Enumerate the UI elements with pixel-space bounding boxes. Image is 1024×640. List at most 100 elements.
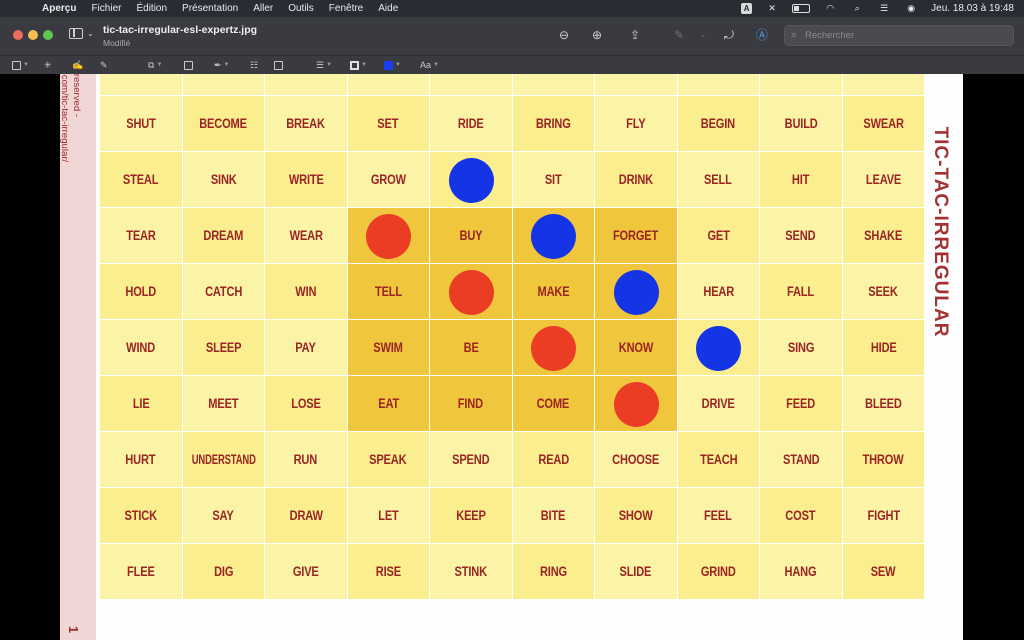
board-cell[interactable]: SHOW bbox=[595, 488, 678, 544]
board-cell[interactable]: PAY bbox=[265, 320, 348, 376]
share-icon[interactable]: ⇪ bbox=[629, 28, 641, 42]
board-cell[interactable]: DRAW bbox=[265, 488, 348, 544]
menu-fenetre[interactable]: Fenêtre bbox=[328, 3, 364, 14]
board-cell[interactable]: STEAL bbox=[100, 152, 183, 208]
board-cell[interactable]: SPEAK bbox=[347, 432, 430, 488]
board-cell[interactable]: LOSE bbox=[265, 376, 348, 432]
board-cell[interactable]: HIT bbox=[760, 152, 843, 208]
wifi-icon[interactable]: ◠ bbox=[826, 3, 835, 13]
board-cell[interactable]: BE bbox=[430, 320, 513, 376]
board-cell[interactable]: BLEED bbox=[842, 376, 925, 432]
board-cell[interactable]: DRIVE bbox=[677, 376, 760, 432]
board-cell[interactable]: SEW bbox=[842, 544, 925, 600]
board-cell[interactable]: BUILD bbox=[760, 96, 843, 152]
board-cell[interactable]: KEEP bbox=[430, 488, 513, 544]
fill-color-tool[interactable]: ▼ bbox=[384, 59, 401, 71]
board-cell[interactable]: RISE bbox=[347, 544, 430, 600]
board-cell[interactable]: RUN bbox=[265, 432, 348, 488]
board-cell[interactable]: RING bbox=[512, 544, 595, 600]
board-cell[interactable]: TEAR bbox=[100, 208, 183, 264]
board-cell[interactable]: GET bbox=[677, 208, 760, 264]
board-cell[interactable]: LIE bbox=[100, 376, 183, 432]
battery-icon[interactable] bbox=[792, 4, 811, 13]
board-cell[interactable]: LEAVE bbox=[842, 152, 925, 208]
board-cell[interactable]: SWEAR bbox=[842, 96, 925, 152]
board-cell[interactable]: WEAR bbox=[265, 208, 348, 264]
sidebar-toggle-icon[interactable] bbox=[69, 28, 83, 39]
text-tool[interactable] bbox=[184, 59, 193, 71]
adjust-size-tool[interactable] bbox=[274, 59, 283, 71]
zoom-out-icon[interactable]: ⊖ bbox=[558, 28, 570, 42]
menubar-clock[interactable]: Jeu. 18.03 à 19:48 bbox=[931, 3, 1014, 14]
board-cell[interactable]: SLEEP bbox=[182, 320, 265, 376]
board-cell[interactable]: MEET bbox=[182, 376, 265, 432]
blue-token[interactable] bbox=[613, 269, 659, 315]
draw-tool[interactable]: ✎ bbox=[100, 59, 108, 71]
blue-token[interactable] bbox=[531, 213, 577, 259]
menu-presentation[interactable]: Présentation bbox=[182, 3, 239, 14]
highlight-pen-icon[interactable]: ✎ bbox=[673, 28, 685, 42]
board-cell[interactable]: WRITE bbox=[265, 152, 348, 208]
board-cell[interactable]: HURT bbox=[100, 432, 183, 488]
board-cell[interactable]: BRING bbox=[512, 96, 595, 152]
board-cell[interactable]: STINK bbox=[430, 544, 513, 600]
board-cell[interactable]: HEAR bbox=[677, 264, 760, 320]
sketch-tool[interactable]: ✍ bbox=[72, 59, 83, 71]
board-cell[interactable]: BUY bbox=[430, 208, 513, 264]
board-cell[interactable]: EAT bbox=[347, 376, 430, 432]
board-cell[interactable]: BEGIN bbox=[677, 96, 760, 152]
board-cell[interactable]: SAY bbox=[182, 488, 265, 544]
red-token[interactable] bbox=[531, 325, 577, 371]
board-cell[interactable]: SHAKE bbox=[842, 208, 925, 264]
board-cell[interactable]: SIT bbox=[512, 152, 595, 208]
rotate-icon[interactable]: ⤾ bbox=[724, 28, 734, 42]
chevron-down-icon[interactable]: ⌄ bbox=[87, 29, 94, 38]
board-cell[interactable]: THROW bbox=[842, 432, 925, 488]
minimize-window-button[interactable] bbox=[28, 30, 38, 40]
bluetooth-icon[interactable]: ✕ bbox=[768, 3, 776, 13]
red-token[interactable] bbox=[448, 269, 494, 315]
zoom-in-icon[interactable]: ⊕ bbox=[591, 28, 603, 42]
board-cell[interactable]: DIG bbox=[182, 544, 265, 600]
board-cell[interactable]: FIND bbox=[430, 376, 513, 432]
sign-tool[interactable]: ✒ ▼ bbox=[214, 59, 230, 71]
board-cell[interactable]: HANG bbox=[760, 544, 843, 600]
menu-outils[interactable]: Outils bbox=[288, 3, 314, 14]
adjust-color-tool[interactable]: ☷ bbox=[250, 59, 258, 71]
board-cell[interactable]: SWIM bbox=[347, 320, 430, 376]
board-cell[interactable]: SLIDE bbox=[595, 544, 678, 600]
board-cell[interactable]: RIDE bbox=[430, 96, 513, 152]
board-cell[interactable]: FORGET bbox=[595, 208, 678, 264]
text-style-tool[interactable]: Aa ▼ bbox=[420, 59, 439, 71]
board-cell[interactable]: DRINK bbox=[595, 152, 678, 208]
board-cell[interactable]: SEND bbox=[760, 208, 843, 264]
close-window-button[interactable] bbox=[13, 30, 23, 40]
board-cell[interactable]: READ bbox=[512, 432, 595, 488]
board-cell[interactable]: FLY bbox=[595, 96, 678, 152]
board-cell[interactable]: FIGHT bbox=[842, 488, 925, 544]
board-cell[interactable]: BECOME bbox=[182, 96, 265, 152]
board-cell[interactable]: HIDE bbox=[842, 320, 925, 376]
fullscreen-window-button[interactable] bbox=[43, 30, 53, 40]
red-token[interactable] bbox=[366, 213, 412, 259]
selection-tool[interactable]: ▼ bbox=[12, 59, 29, 71]
blue-token[interactable] bbox=[696, 325, 742, 371]
board-cell[interactable]: SET bbox=[347, 96, 430, 152]
board-cell[interactable]: LET bbox=[347, 488, 430, 544]
menu-aller[interactable]: Aller bbox=[253, 3, 274, 14]
board-cell[interactable]: SHUT bbox=[100, 96, 183, 152]
board-cell[interactable]: FALL bbox=[760, 264, 843, 320]
siri-icon[interactable]: ◉ bbox=[907, 3, 916, 13]
board-cell[interactable]: TELL bbox=[347, 264, 430, 320]
board-cell[interactable]: DREAM bbox=[182, 208, 265, 264]
line-style-tool[interactable]: ☰ ▼ bbox=[316, 59, 332, 71]
board-cell[interactable]: TEACH bbox=[677, 432, 760, 488]
board-cell[interactable]: SPEND bbox=[430, 432, 513, 488]
board-cell[interactable]: GROW bbox=[347, 152, 430, 208]
board-cell[interactable]: SELL bbox=[677, 152, 760, 208]
board-cell[interactable]: STICK bbox=[100, 488, 183, 544]
board-cell[interactable]: CHOOSE bbox=[595, 432, 678, 488]
blue-token[interactable] bbox=[448, 157, 494, 203]
board-cell[interactable]: COME bbox=[512, 376, 595, 432]
highlight-chevron-icon[interactable]: ⌄ bbox=[699, 30, 707, 39]
